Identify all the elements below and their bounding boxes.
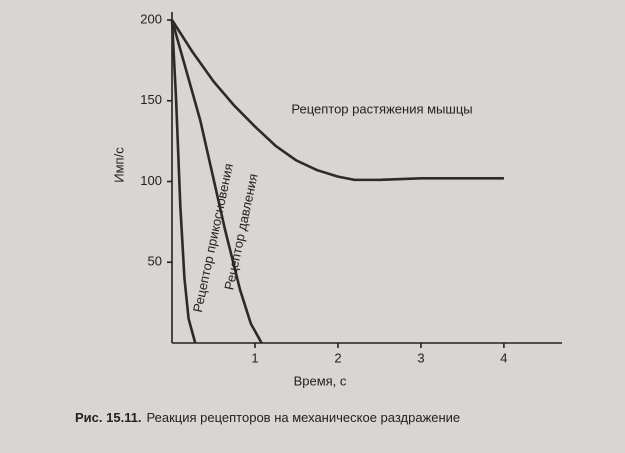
y-tick-label: 100 [140,173,162,188]
figure-caption: Рис. 15.11. Реакция рецепторов на механич… [75,410,460,425]
caption-number: Рис. 15.11. [75,410,142,425]
y-tick-label: 150 [140,92,162,107]
x-axis-label: Время, с [294,373,347,388]
series-line [170,19,504,182]
x-tick-label: 2 [334,350,341,365]
series-label: Рецептор растяжения мышцы [291,101,472,116]
series-line [170,19,197,344]
x-tick-label: 1 [251,350,258,365]
y-axis-label: Имп/с [111,147,126,183]
x-tick-label: 3 [417,350,424,365]
x-tick-label: 4 [500,350,507,365]
y-tick-label: 50 [148,254,162,269]
y-tick-label: 200 [140,11,162,26]
caption-text: Реакция рецепторов на механическое раздр… [147,410,461,425]
series-line [170,19,263,344]
